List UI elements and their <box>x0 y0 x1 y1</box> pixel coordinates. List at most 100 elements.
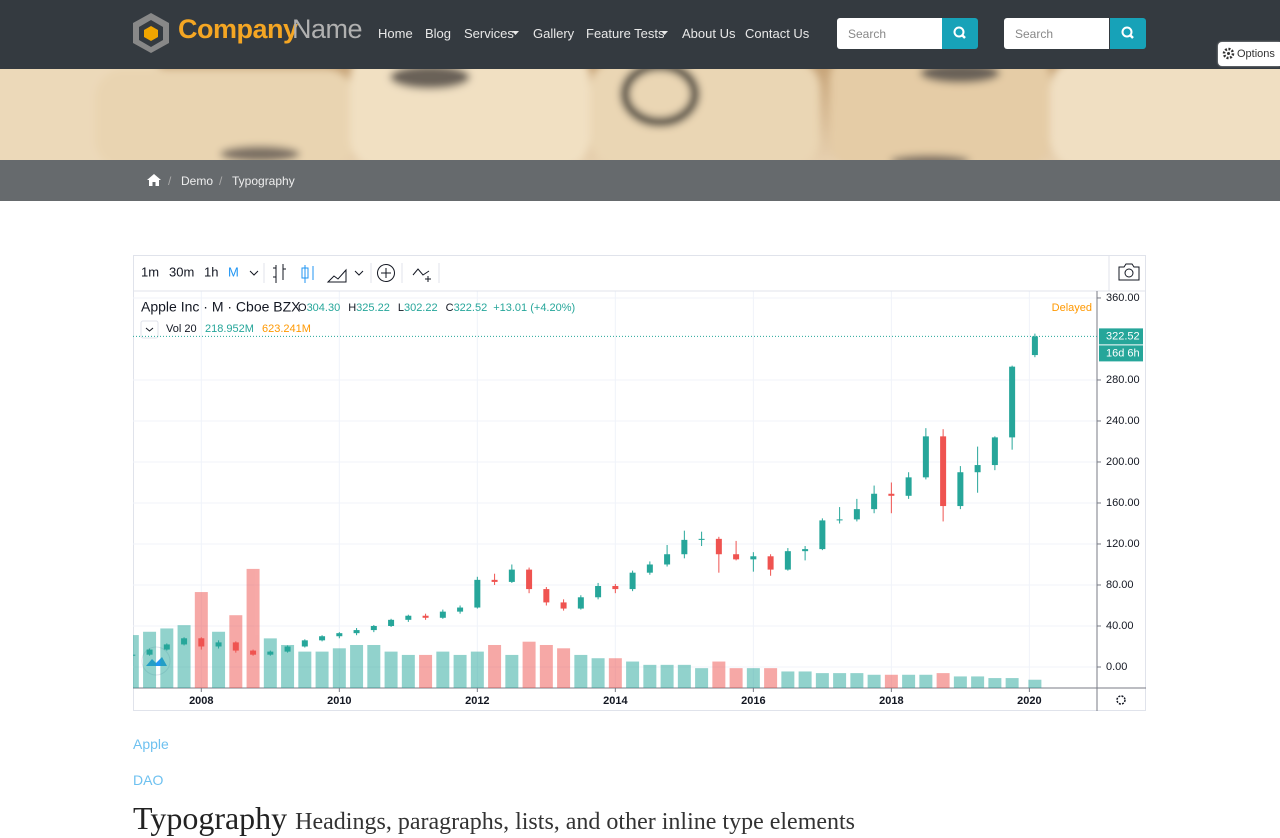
nav-link[interactable]: Contact Us <box>745 26 810 41</box>
volume-bar <box>764 668 778 688</box>
volume-ma-value: 623.241M <box>262 323 311 335</box>
brand-name[interactable]: Name <box>292 14 363 44</box>
ohlc-key: H <box>348 302 356 314</box>
volume-bar <box>367 644 381 688</box>
x-tick-label: 2012 <box>465 695 489 707</box>
y-tick-label: 360.00 <box>1106 292 1140 304</box>
settings-icon[interactable] <box>1116 695 1126 705</box>
indicators-icon[interactable] <box>412 268 431 282</box>
volume-bar <box>557 648 571 688</box>
candle-body <box>388 619 395 626</box>
nav-link[interactable]: Gallery <box>533 26 575 41</box>
candle-body <box>543 589 550 603</box>
nav-link[interactable]: Blog <box>425 26 452 41</box>
volume-bar <box>677 664 691 688</box>
nav-link[interactable]: Services <box>464 26 514 41</box>
ohlc-key: C <box>446 302 454 314</box>
compare-icon[interactable] <box>377 264 395 282</box>
interval-button[interactable]: 30m <box>169 264 194 279</box>
breadcrumb-bar <box>0 160 1280 201</box>
volume-bar <box>298 651 312 688</box>
breadcrumb-current: Typography <box>232 174 295 188</box>
candle-body <box>646 564 653 573</box>
symbol-title: Apple Inc · M · Cboe BZX <box>141 299 301 315</box>
volume-bar <box>850 673 864 688</box>
volume-bar <box>936 673 950 688</box>
candle-body <box>750 556 757 560</box>
volume-bar <box>781 671 795 688</box>
candle-body <box>301 640 308 647</box>
volume-bar <box>384 651 398 688</box>
breadcrumb-sep: / <box>168 174 172 188</box>
area-icon[interactable] <box>326 268 347 283</box>
candle-body <box>232 642 239 651</box>
volume-bar <box>608 658 622 688</box>
chart: 1m 30m 1h M Apple Inc · M · Cboe BZX Vol… <box>133 255 1146 711</box>
volume-bar <box>988 678 1002 688</box>
chart-widget <box>133 255 1146 711</box>
candle-body <box>595 586 602 598</box>
candle-body <box>922 436 929 478</box>
nav-link[interactable]: Feature Tests <box>586 26 665 41</box>
candle-body <box>370 625 377 631</box>
candle-body <box>715 538 722 555</box>
candle-body <box>405 615 412 620</box>
volume-bar <box>1028 679 1042 688</box>
volume-bar <box>315 651 329 688</box>
breadcrumb-link[interactable]: Demo <box>181 174 214 188</box>
candle-body <box>133 654 136 656</box>
candle-body <box>439 611 446 618</box>
home-icon[interactable] <box>147 174 161 186</box>
volume-bar <box>643 664 657 688</box>
candle-body <box>612 586 619 590</box>
candle-body <box>267 651 274 655</box>
x-tick-label: 2018 <box>879 695 903 707</box>
x-tick-label: 2014 <box>603 695 628 707</box>
volume-bar <box>591 658 605 688</box>
search-input[interactable]: Search <box>837 18 942 49</box>
volume-bar <box>746 668 760 688</box>
nav-link[interactable]: Home <box>378 26 413 41</box>
candle-body <box>681 539 688 555</box>
ohlc-value: 302.22 <box>404 302 438 314</box>
interval-button[interactable]: 1h <box>204 264 218 279</box>
x-tick-label: 2020 <box>1017 695 1041 707</box>
volume-bar <box>971 676 985 688</box>
search-icon <box>1121 26 1134 39</box>
search-button[interactable] <box>1110 18 1146 49</box>
interval-button[interactable]: 1m <box>141 264 159 279</box>
gear-icon <box>1222 47 1235 60</box>
nav-link[interactable]: About Us <box>682 26 736 41</box>
volume-bar <box>332 648 346 688</box>
brand-company[interactable]: Company <box>178 14 298 44</box>
volume-bar <box>453 654 467 688</box>
snapshot-icon[interactable] <box>1118 263 1140 281</box>
x-tick-label: 2016 <box>741 695 765 707</box>
volume-bar <box>281 644 295 688</box>
volume-bar <box>436 651 450 688</box>
logo-icon[interactable] <box>131 12 171 54</box>
bars-icon[interactable] <box>273 264 286 283</box>
search-input[interactable]: Search <box>1004 18 1109 49</box>
candle-body <box>784 551 791 570</box>
x-tick-label: 2008 <box>189 695 213 707</box>
candle-body <box>940 436 947 507</box>
ohlc-value: 304.30 <box>307 302 341 314</box>
search-button[interactable] <box>942 18 978 49</box>
y-tick-label: 240.00 <box>1106 415 1140 427</box>
candle-body <box>905 477 912 496</box>
volume-bar <box>160 628 174 688</box>
page-heading: Typography Headings, paragraphs, lists, … <box>133 800 855 837</box>
candle-body <box>319 636 326 641</box>
link[interactable]: DAO <box>133 772 164 788</box>
collapse-button[interactable] <box>140 320 159 339</box>
style-dropdown[interactable] <box>354 270 364 276</box>
interval-dropdown[interactable] <box>249 270 259 276</box>
interval-button-active[interactable]: M <box>228 264 239 279</box>
link[interactable]: Apple <box>133 736 169 752</box>
last-price-label: 322.52 <box>1106 330 1140 342</box>
candles-icon[interactable] <box>301 265 314 283</box>
y-tick-label: 40.00 <box>1106 620 1134 632</box>
candle-body <box>991 437 998 466</box>
